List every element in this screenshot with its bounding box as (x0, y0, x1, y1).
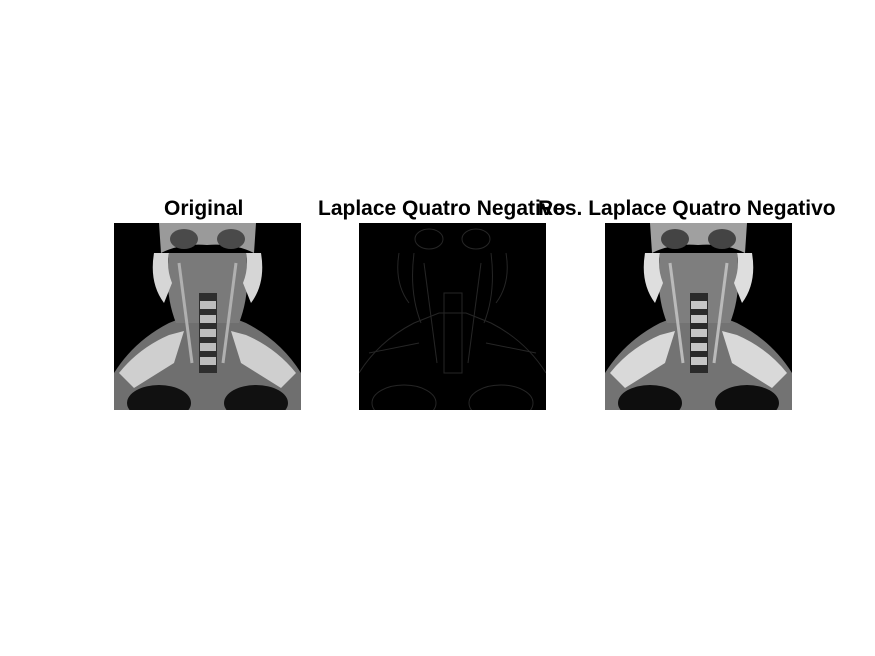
axes-result (605, 223, 792, 410)
axes-original (114, 223, 301, 410)
laplacian-edge-image (359, 223, 546, 410)
panel-title-result: Res. Laplace Quatro Negativo (538, 197, 836, 220)
mri-image-sharpened (605, 223, 792, 410)
axes-laplace (359, 223, 546, 410)
panel-title-laplace: Laplace Quatro Negativo (318, 197, 566, 220)
panel-title-original: Original (164, 197, 244, 220)
mri-image-original (114, 223, 301, 410)
